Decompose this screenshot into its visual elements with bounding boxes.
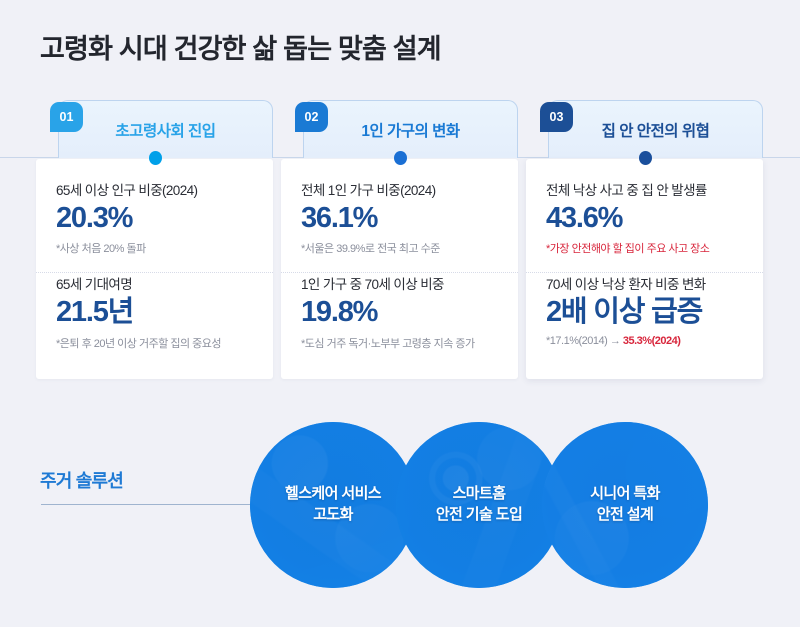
- stat-label: 65세 기대여명: [56, 277, 133, 293]
- stat-label: 전체 낙상 사고 중 집 안 발생률: [546, 183, 707, 198]
- column-2: 1인 가구의 변화 02 전체 1인 가구 비중(2024) 36.1% *서울…: [281, 100, 518, 379]
- column-3-header: 집 안 안전의 위협: [548, 100, 763, 158]
- solution-circle-2-label: 스마트홈 안전 기술 도입: [435, 485, 523, 523]
- column-1-header-label: 초고령사회 진입: [115, 122, 216, 140]
- stat-note: *도심 거주 독거·노부부 고령층 지속 증가: [301, 337, 475, 350]
- solution-section-label: 주거 솔루션: [40, 471, 124, 491]
- column-3-timeline-dot: [638, 151, 652, 165]
- column-3-header-label: 집 안 안전의 위협: [601, 122, 710, 140]
- stat-label: 65세 이상 인구 비중(2024): [56, 183, 198, 198]
- stat-divider: [36, 272, 273, 274]
- solution-circle-3-label: 시니어 특화 안전 설계: [590, 485, 660, 523]
- stat-value: 2배 이상 급증: [546, 296, 703, 329]
- column-3: 집 안 안전의 위협 03 전체 낙상 사고 중 집 안 발생률 43.6% *…: [526, 100, 763, 379]
- column-3-card: 전체 낙상 사고 중 집 안 발생률 43.6% *가장 안전해야 할 집이 주…: [526, 159, 763, 379]
- column-3-badge: 03: [540, 102, 573, 132]
- stat-note: *가장 안전해야 할 집이 주요 사고 장소: [546, 243, 710, 256]
- blue-overlay: [542, 422, 708, 588]
- stat-note: *사상 처음 20% 돌파: [56, 243, 146, 256]
- solution-circles: 헬스케어 서비스 고도화 스마트홈 안전 기술 도입 시니어 특화 안전 설계: [250, 422, 770, 592]
- page-title: 고령화 시대 건강한 삶 돕는 맞춤 설계: [40, 34, 442, 64]
- stat-value: 36.1%: [301, 202, 378, 234]
- stat-label: 전체 1인 가구 비중(2024): [301, 183, 436, 198]
- stat-value: 21.5년: [56, 296, 134, 329]
- solution-circle-1[interactable]: 헬스케어 서비스 고도화: [250, 422, 416, 588]
- stat-note-split: *17.1%(2014) → 35.3%(2024): [546, 335, 743, 347]
- stat-block: 65세 기대여명 21.5년 *은퇴 후 20년 이상 거주할 집의 중요성: [56, 273, 253, 350]
- solution-circle-1-label: 헬스케어 서비스 고도화: [285, 485, 382, 523]
- stat-divider: [281, 272, 518, 274]
- stat-label: 70세 이상 낙상 환자 비중 변화: [546, 277, 706, 293]
- stat-note-prefix: *17.1%(2014) →: [546, 334, 623, 347]
- solution-circle-3[interactable]: 시니어 특화 안전 설계: [542, 422, 708, 588]
- stat-block: 70세 이상 낙상 환자 비중 변화 2배 이상 급증 *17.1%(2014)…: [546, 273, 743, 346]
- stat-note: *은퇴 후 20년 이상 거주할 집의 중요성: [56, 337, 222, 350]
- blue-overlay: [396, 422, 562, 588]
- column-1-header: 초고령사회 진입: [58, 100, 273, 158]
- solution-connector-line: [41, 504, 371, 505]
- blue-overlay: [250, 422, 416, 588]
- stat-value: 43.6%: [546, 202, 623, 234]
- stat-block: 1인 가구 중 70세 이상 비중 19.8% *도심 거주 독거·노부부 고령…: [301, 273, 498, 350]
- column-2-badge: 02: [295, 102, 328, 132]
- column-2-header-label: 1인 가구의 변화: [361, 122, 460, 140]
- stat-block: 전체 1인 가구 비중(2024) 36.1% *서울은 39.9%로 전국 최…: [301, 179, 498, 256]
- column-2-timeline-dot: [393, 151, 407, 165]
- solution-circle-2[interactable]: 스마트홈 안전 기술 도입: [396, 422, 562, 588]
- column-2-card: 전체 1인 가구 비중(2024) 36.1% *서울은 39.9%로 전국 최…: [281, 159, 518, 379]
- stat-note-emphasis: 35.3%(2024): [622, 334, 681, 347]
- column-1-timeline-dot: [148, 151, 162, 165]
- column-2-header: 1인 가구의 변화: [303, 100, 518, 158]
- stat-block: 65세 이상 인구 비중(2024) 20.3% *사상 처음 20% 돌파: [56, 179, 253, 256]
- column-1: 초고령사회 진입 01 65세 이상 인구 비중(2024) 20.3% *사상…: [36, 100, 273, 379]
- stat-label: 1인 가구 중 70세 이상 비중: [301, 277, 444, 293]
- stat-note: *서울은 39.9%로 전국 최고 수준: [301, 243, 440, 256]
- column-1-card: 65세 이상 인구 비중(2024) 20.3% *사상 처음 20% 돌파 6…: [36, 159, 273, 379]
- stat-value: 19.8%: [301, 296, 378, 329]
- statistics-columns: 초고령사회 진입 01 65세 이상 인구 비중(2024) 20.3% *사상…: [36, 100, 764, 379]
- stat-divider: [526, 272, 763, 274]
- column-1-badge: 01: [50, 102, 83, 132]
- stat-block: 전체 낙상 사고 중 집 안 발생률 43.6% *가장 안전해야 할 집이 주…: [546, 179, 743, 256]
- stat-value: 20.3%: [56, 202, 133, 234]
